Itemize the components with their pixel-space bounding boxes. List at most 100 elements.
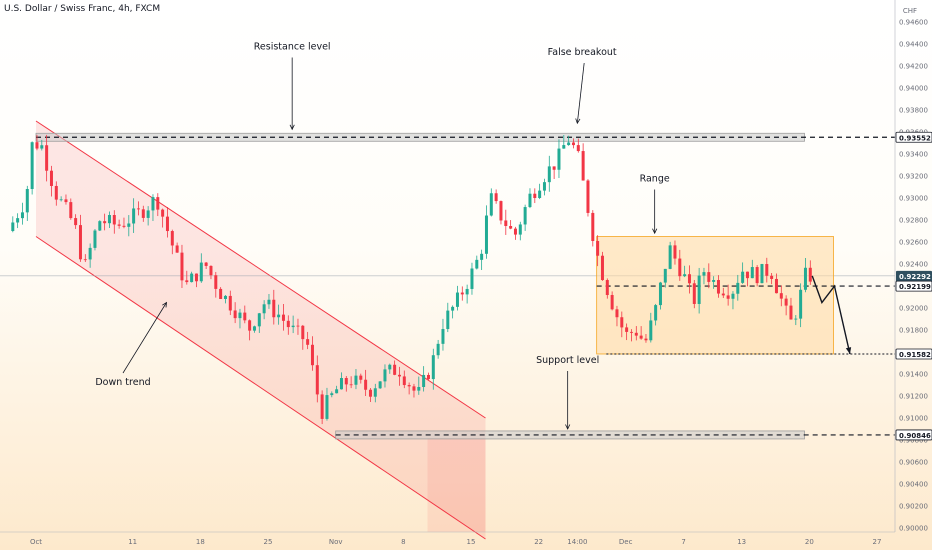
candle-body bbox=[803, 267, 807, 290]
candle-body bbox=[335, 389, 339, 394]
candle-body bbox=[117, 224, 121, 226]
candle-body bbox=[238, 312, 242, 319]
candle-body bbox=[373, 388, 377, 397]
candle-body bbox=[683, 274, 687, 277]
time-tick-label: Oct bbox=[30, 538, 42, 546]
candle-body bbox=[615, 309, 619, 318]
annotation-arrowhead bbox=[575, 118, 581, 125]
candle-body bbox=[736, 282, 740, 294]
candle-body bbox=[199, 262, 203, 282]
candle-body bbox=[523, 207, 527, 225]
candle-body bbox=[417, 386, 421, 391]
candle-body bbox=[538, 190, 542, 198]
candle-body bbox=[426, 374, 430, 380]
price-label-box bbox=[895, 131, 932, 143]
annotation-label: Down trend bbox=[95, 377, 150, 388]
annotation-label: Range bbox=[640, 174, 670, 185]
candle-body bbox=[629, 331, 633, 333]
candle-body bbox=[455, 292, 459, 307]
price-tick-label: 0.90600 bbox=[899, 459, 928, 467]
candle-body bbox=[83, 259, 87, 261]
price-tick-label: 0.92400 bbox=[899, 261, 928, 269]
level-box-0 bbox=[35, 132, 805, 142]
price-tick-label: 0.92000 bbox=[899, 305, 928, 313]
candle-body bbox=[54, 185, 58, 200]
candle-body bbox=[243, 312, 247, 321]
time-tick-label: 20 bbox=[805, 538, 814, 546]
candle-body bbox=[98, 221, 102, 231]
candle-body bbox=[93, 230, 97, 248]
time-tick-label: Dec bbox=[619, 538, 633, 546]
candle-body bbox=[475, 259, 479, 269]
candle-body bbox=[460, 292, 464, 295]
candle-body bbox=[446, 310, 450, 330]
price-tick-label: 0.91200 bbox=[899, 393, 928, 401]
candle-body bbox=[185, 280, 189, 283]
annotation-arrow bbox=[122, 302, 167, 374]
price-label-text: 0.91582 bbox=[899, 351, 931, 359]
price-tick-label: 0.91000 bbox=[899, 415, 928, 423]
candle-body bbox=[325, 395, 329, 419]
channel-extension-fill bbox=[427, 438, 486, 532]
price-tick-label: 0.94000 bbox=[899, 85, 928, 93]
projection-path bbox=[811, 275, 852, 355]
candle-body bbox=[209, 265, 213, 276]
time-tick-label: 15 bbox=[467, 538, 476, 546]
candle-body bbox=[315, 365, 319, 395]
candle-body bbox=[219, 288, 223, 299]
candle-body bbox=[88, 247, 92, 260]
candle-body bbox=[770, 275, 774, 279]
price-tick-label: 0.94200 bbox=[899, 63, 928, 71]
candle-body bbox=[281, 314, 285, 321]
time-tick-label: 11 bbox=[128, 538, 137, 546]
candle-body bbox=[600, 255, 604, 281]
candle-body bbox=[74, 218, 78, 226]
annotations: Resistance level False breakout Range Down … bbox=[95, 42, 670, 430]
price-label-text: 0.92199 bbox=[899, 283, 931, 291]
candle-body bbox=[668, 245, 672, 269]
price-label-box bbox=[895, 280, 932, 292]
candle-body bbox=[518, 224, 522, 235]
candle-body bbox=[156, 197, 160, 210]
candle-body bbox=[707, 272, 711, 282]
annotation-arrowhead bbox=[652, 228, 658, 235]
candle-body bbox=[799, 289, 803, 319]
candle-body bbox=[112, 215, 116, 225]
time-tick-label: 25 bbox=[264, 538, 273, 546]
candle-body bbox=[774, 278, 778, 294]
candle-body bbox=[397, 374, 401, 377]
candle-body bbox=[262, 304, 266, 314]
candle-body bbox=[581, 151, 585, 181]
candle-body bbox=[320, 394, 324, 419]
currency-label: CHF bbox=[903, 7, 917, 15]
candle-body bbox=[712, 280, 716, 282]
candle-body bbox=[484, 215, 488, 254]
price-tick-label: 0.90800 bbox=[899, 437, 928, 445]
candle-body bbox=[368, 389, 372, 397]
candle-body bbox=[591, 212, 595, 242]
price-label-0.91582: 0.91582 bbox=[895, 348, 932, 360]
candle-body bbox=[364, 379, 368, 390]
price-tick-label: 0.93400 bbox=[899, 151, 928, 159]
price-tick-label: 0.91800 bbox=[899, 327, 928, 335]
time-tick-label: 14:00 bbox=[567, 538, 587, 546]
candle-body bbox=[393, 364, 397, 375]
price-label-0.93552: 0.93552 bbox=[895, 131, 932, 143]
candle-body bbox=[204, 262, 208, 266]
candle-body bbox=[639, 335, 643, 339]
candle-body bbox=[745, 271, 749, 279]
candle-body bbox=[528, 193, 532, 208]
candle-body bbox=[78, 225, 82, 260]
price-label-0.90846: 0.90846 bbox=[895, 429, 932, 441]
candle-body bbox=[170, 231, 174, 246]
candle-body bbox=[190, 273, 194, 283]
candle-body bbox=[697, 275, 701, 304]
price-tick-label: 0.93200 bbox=[899, 173, 928, 181]
candle-body bbox=[257, 313, 261, 327]
candle-body bbox=[291, 325, 295, 328]
candle-body bbox=[30, 142, 34, 190]
candle-body bbox=[562, 145, 566, 149]
candle-body bbox=[175, 245, 179, 253]
candle-body bbox=[586, 180, 590, 213]
price-label-0.92199: 0.92199 bbox=[895, 280, 932, 292]
